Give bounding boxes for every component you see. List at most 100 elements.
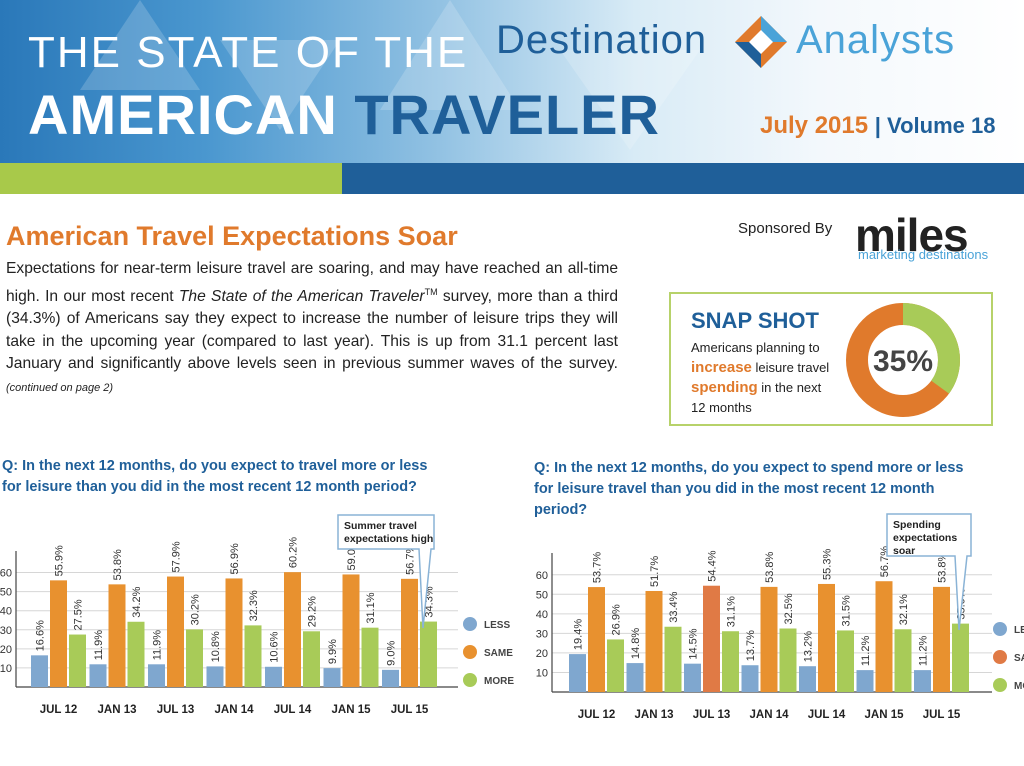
- y-tick-label: 20: [536, 648, 548, 660]
- chart-travel-expectations: 10 20 30 40 50 60 16.6% 55.9% 27.5% JUL 12 11.9% 53…: [0, 514, 514, 716]
- data-label: 54.4%: [707, 550, 719, 581]
- data-label: 9.9%: [327, 639, 339, 664]
- data-label: 31.1%: [726, 596, 738, 627]
- bar-same: [588, 587, 605, 692]
- article-body: Expectations for near-term leisure trave…: [6, 260, 618, 394]
- issue-date: July 2015 | Volume 18: [760, 112, 996, 139]
- bar-more: [420, 621, 437, 687]
- bar-same: [401, 578, 418, 687]
- data-label: 32.5%: [783, 593, 795, 624]
- legend-swatch: [463, 673, 477, 687]
- x-tick-label: JUL 12: [40, 704, 78, 716]
- data-label: 57.9%: [171, 541, 183, 572]
- bar-more: [664, 626, 682, 692]
- data-label: 14.5%: [688, 628, 700, 659]
- legend-label: SAME: [484, 648, 513, 659]
- y-tick-label: 60: [536, 570, 548, 582]
- data-label: 11.2%: [860, 636, 872, 667]
- data-label: 11.9%: [152, 630, 164, 661]
- callout-text: expectations high: [344, 533, 433, 545]
- bar-more: [303, 631, 320, 687]
- banner-pattern: [80, 0, 200, 90]
- bar-more: [779, 628, 797, 692]
- bar-same: [875, 581, 893, 692]
- bar-more: [244, 625, 262, 687]
- banner-pattern: [220, 40, 340, 130]
- legend-label: SAI: [1014, 653, 1024, 664]
- legend-swatch: [993, 678, 1007, 692]
- bar-less: [382, 669, 399, 687]
- y-tick-label: 20: [0, 644, 12, 656]
- bar-less: [684, 663, 701, 692]
- brand-logo-icon: [735, 16, 787, 68]
- data-label: 56.7%: [405, 543, 417, 574]
- data-label: 11.2%: [918, 636, 930, 667]
- y-tick-label: 30: [0, 625, 12, 637]
- data-label: 33.4%: [668, 591, 680, 622]
- bar-same: [225, 578, 243, 687]
- header-divider-blue: [342, 163, 1024, 194]
- bar-same: [818, 583, 835, 692]
- y-tick-label: 60: [0, 568, 12, 580]
- y-tick-label: 50: [0, 587, 12, 599]
- x-tick-label: JAN 15: [865, 709, 905, 721]
- data-label: 60.2%: [288, 537, 300, 568]
- legend-label: LES: [1014, 625, 1024, 636]
- data-label: 29.2%: [307, 596, 319, 627]
- data-label: 16.6%: [35, 620, 47, 651]
- data-label: 9.0%: [386, 641, 398, 666]
- y-tick-label: 40: [0, 606, 12, 618]
- x-tick-label: JAN 14: [750, 709, 790, 721]
- bar-same: [645, 590, 663, 692]
- chart2-question: Q: In the next 12 months, do you expect …: [534, 460, 964, 518]
- x-tick-label: JAN 13: [635, 709, 674, 721]
- data-label: 53.8%: [112, 549, 124, 580]
- chart-spending-expectations: 10 20 30 40 50 60 19.4% 53.7% 26.9% JUL 12 14.8% 51…: [536, 513, 1024, 721]
- x-tick-label: JUL 14: [274, 704, 312, 716]
- data-label: 26.9%: [611, 604, 623, 635]
- data-label: 31.1%: [365, 592, 377, 623]
- data-label: 56.9%: [229, 543, 241, 574]
- bar-same: [50, 580, 67, 687]
- legend-label: MORE: [484, 676, 514, 687]
- bar-same: [167, 576, 184, 687]
- data-label: 14.8%: [630, 628, 642, 659]
- sponsor-label: Sponsored By: [738, 220, 833, 237]
- data-label: 11.9%: [93, 630, 105, 661]
- bar-more: [69, 634, 86, 687]
- header-banner: [0, 0, 1024, 163]
- data-label: 51.7%: [649, 556, 661, 587]
- bar-same: [108, 584, 126, 687]
- callout-text: soar: [893, 545, 915, 557]
- y-tick-label: 30: [536, 628, 548, 640]
- report-title-line2: AMERICAN TRAVELER: [28, 83, 660, 146]
- bar-less: [206, 666, 224, 687]
- header-divider-green: [0, 163, 342, 194]
- bar-less: [148, 664, 165, 687]
- y-tick-label: 10: [0, 663, 12, 675]
- data-label: 30.2%: [190, 594, 202, 625]
- continued-link[interactable]: (continued on page 2): [6, 381, 114, 394]
- legend-swatch: [463, 617, 477, 631]
- bar-more: [127, 621, 145, 687]
- bar-more: [607, 639, 624, 692]
- brand-name-destination: Destination: [496, 18, 708, 62]
- x-tick-label: JUL 13: [693, 709, 731, 721]
- bar-less: [741, 665, 759, 692]
- data-label: 55.9%: [54, 545, 66, 576]
- data-label: 10.8%: [210, 631, 222, 662]
- data-label: 32.1%: [898, 594, 910, 625]
- bar-more: [952, 623, 969, 692]
- chart1-question: Q: In the next 12 months, do you expect …: [2, 458, 428, 495]
- bar-same: [342, 574, 360, 687]
- callout-text: expectations: [893, 532, 957, 544]
- sponsor-tagline: marketing destinations: [858, 247, 989, 262]
- report-title-line1: THE STATE OF THE: [28, 28, 469, 77]
- data-label: 10.6%: [269, 631, 281, 662]
- banner-pattern: [380, 0, 520, 110]
- legend-swatch: [993, 650, 1007, 664]
- callout-box: [886, 513, 972, 631]
- x-tick-label: JAN 14: [215, 704, 255, 716]
- bar-less: [914, 670, 931, 692]
- data-label: 13.2%: [803, 631, 815, 662]
